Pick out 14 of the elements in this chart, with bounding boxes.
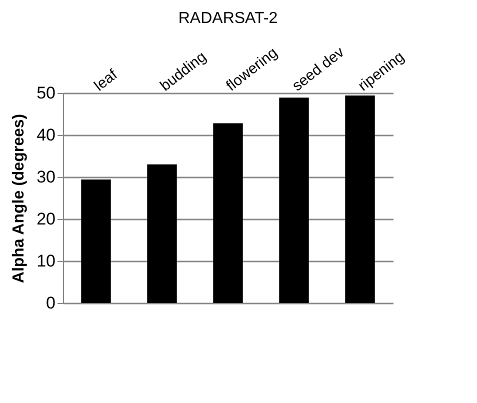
x-tick-label: leaf [91,66,122,95]
y-tick-label: 0 [46,294,56,312]
y-tick-label: 30 [36,168,56,186]
y-tick-label: 40 [36,126,56,144]
bar [213,123,243,303]
bar [81,180,111,303]
bar [345,96,375,303]
bar [147,164,177,303]
chart-title: RADARSAT-2 [178,10,278,28]
bar [279,98,309,303]
y-axis-title: Alpha Angle (degrees) [10,114,28,284]
y-tick-label: 10 [36,252,56,270]
y-tick-label: 20 [36,210,56,228]
y-tick-label: 50 [36,84,56,102]
